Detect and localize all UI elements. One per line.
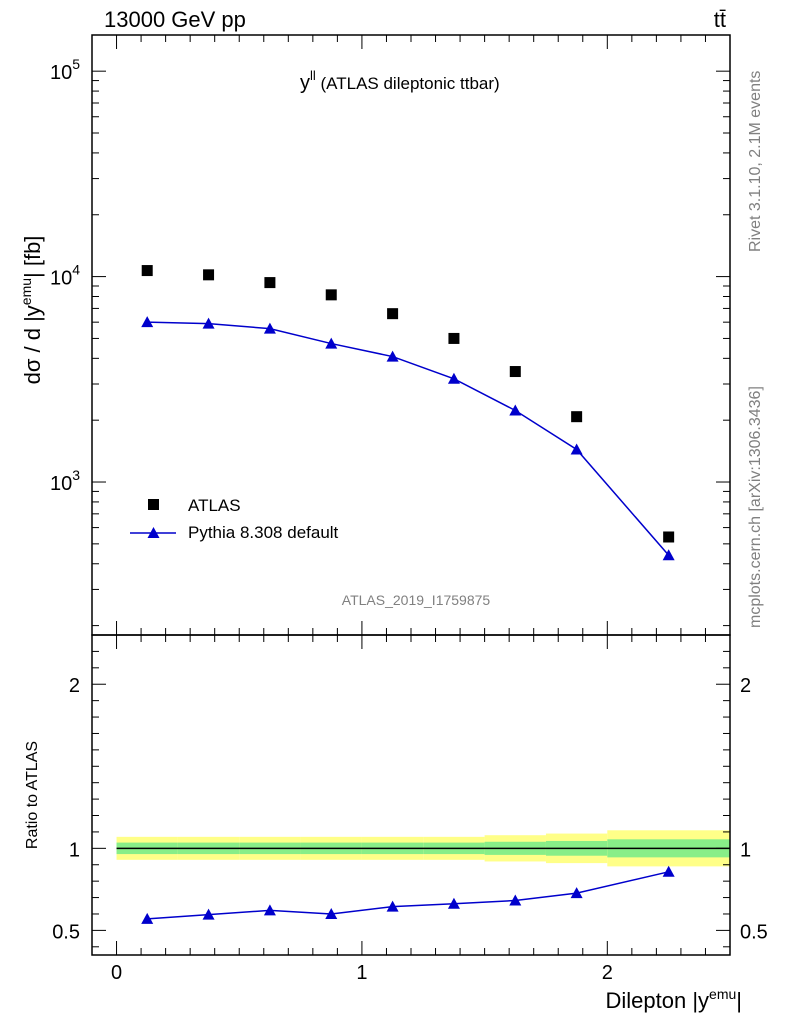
ratio-data-point bbox=[386, 900, 399, 912]
ratio-axis-ticks bbox=[92, 635, 731, 955]
analysis-watermark: ATLAS_2019_I1759875 bbox=[342, 592, 491, 608]
ratio-data-point bbox=[263, 904, 276, 916]
main-y-tick-labels: 103 104 105 bbox=[50, 56, 80, 495]
pythia-data-point bbox=[662, 549, 675, 561]
mcplots-label: mcplots.cern.ch [arXiv:1306.3436] bbox=[747, 386, 764, 628]
atlas-data-point bbox=[663, 531, 675, 543]
atlas-data-point bbox=[387, 308, 399, 320]
pythia-data-point bbox=[570, 443, 583, 455]
rivet-label: Rivet 3.1.10, 2.1M events bbox=[747, 71, 764, 252]
ratio-data-point bbox=[325, 907, 338, 919]
main-data-marks bbox=[141, 265, 675, 561]
ratio-y-tick-label-left: 2 bbox=[69, 675, 80, 697]
atlas-data-point bbox=[141, 265, 153, 277]
pythia-data-point bbox=[325, 337, 338, 349]
ratio-data-marks bbox=[141, 865, 675, 924]
main-axis-ticks bbox=[92, 35, 731, 635]
ratio-y-axis-label: Ratio to ATLAS bbox=[24, 741, 41, 849]
pythia-curve bbox=[147, 321, 670, 556]
atlas-data-point bbox=[571, 411, 583, 423]
x-tick-label: 2 bbox=[602, 962, 613, 984]
energy-label: 13000 GeV pp bbox=[104, 7, 246, 32]
ratio-data-point bbox=[141, 912, 154, 924]
ratio-tick-labels: 0.5 0.5 1 1 2 2 0 1 2 bbox=[52, 675, 768, 984]
pythia-data-point bbox=[386, 350, 399, 362]
atlas-data-point bbox=[264, 277, 276, 289]
pythia-data-point bbox=[141, 316, 154, 328]
legend-atlas-marker bbox=[148, 499, 159, 510]
ratio-pythia-curve bbox=[147, 871, 669, 920]
main-y-axis-label: dσ / d |yemu| [fb] bbox=[18, 236, 45, 385]
ratio-y-tick-label-right: 1 bbox=[740, 839, 751, 861]
ratio-data-point bbox=[509, 894, 522, 906]
atlas-data-point bbox=[203, 269, 215, 281]
x-tick-label: 1 bbox=[356, 962, 367, 984]
main-panel: 103 104 105 yll (ATLAS dileptonic ttbar) d… bbox=[18, 34, 731, 636]
pythia-data-point bbox=[263, 322, 276, 334]
ratio-y-tick-label-right: 0.5 bbox=[740, 921, 768, 943]
ratio-y-tick-label-left: 1 bbox=[69, 839, 80, 861]
ratio-frame bbox=[91, 634, 731, 956]
legend: ATLAS Pythia 8.308 default bbox=[130, 496, 339, 542]
main-y-tick-label: 103 bbox=[50, 467, 80, 495]
ratio-y-tick-label-right: 2 bbox=[740, 675, 751, 697]
ratio-data-point bbox=[202, 908, 215, 920]
main-y-tick-label: 105 bbox=[50, 56, 80, 84]
pythia-data-point bbox=[202, 317, 215, 329]
ratio-panel: 0.5 0.5 1 1 2 2 0 1 2 Ratio to ATLAS Dilepton |y… bbox=[24, 634, 768, 1013]
atlas-data-point bbox=[448, 332, 460, 344]
legend-atlas-label: ATLAS bbox=[188, 496, 241, 515]
atlas-data-point bbox=[509, 366, 521, 378]
pythia-data-point bbox=[447, 372, 460, 384]
main-title: yll (ATLAS dileptonic ttbar) bbox=[300, 68, 500, 94]
ratio-data-point bbox=[570, 887, 583, 899]
main-y-tick-label: 104 bbox=[50, 262, 80, 290]
main-frame bbox=[91, 34, 731, 636]
ratio-data-point bbox=[447, 897, 460, 909]
x-tick-label: 0 bbox=[111, 962, 122, 984]
pythia-data-point bbox=[509, 404, 522, 416]
ratio-uncertainty-bands bbox=[116, 830, 730, 867]
process-label: tt̄ bbox=[714, 7, 726, 32]
ratio-data-point bbox=[662, 865, 675, 877]
atlas-data-point bbox=[325, 289, 337, 301]
legend-pythia-marker bbox=[147, 527, 160, 538]
legend-pythia-label: Pythia 8.308 default bbox=[188, 523, 339, 542]
ratio-y-tick-label-left: 0.5 bbox=[52, 921, 80, 943]
x-axis-label: Dilepton |yemu| bbox=[606, 986, 743, 1013]
